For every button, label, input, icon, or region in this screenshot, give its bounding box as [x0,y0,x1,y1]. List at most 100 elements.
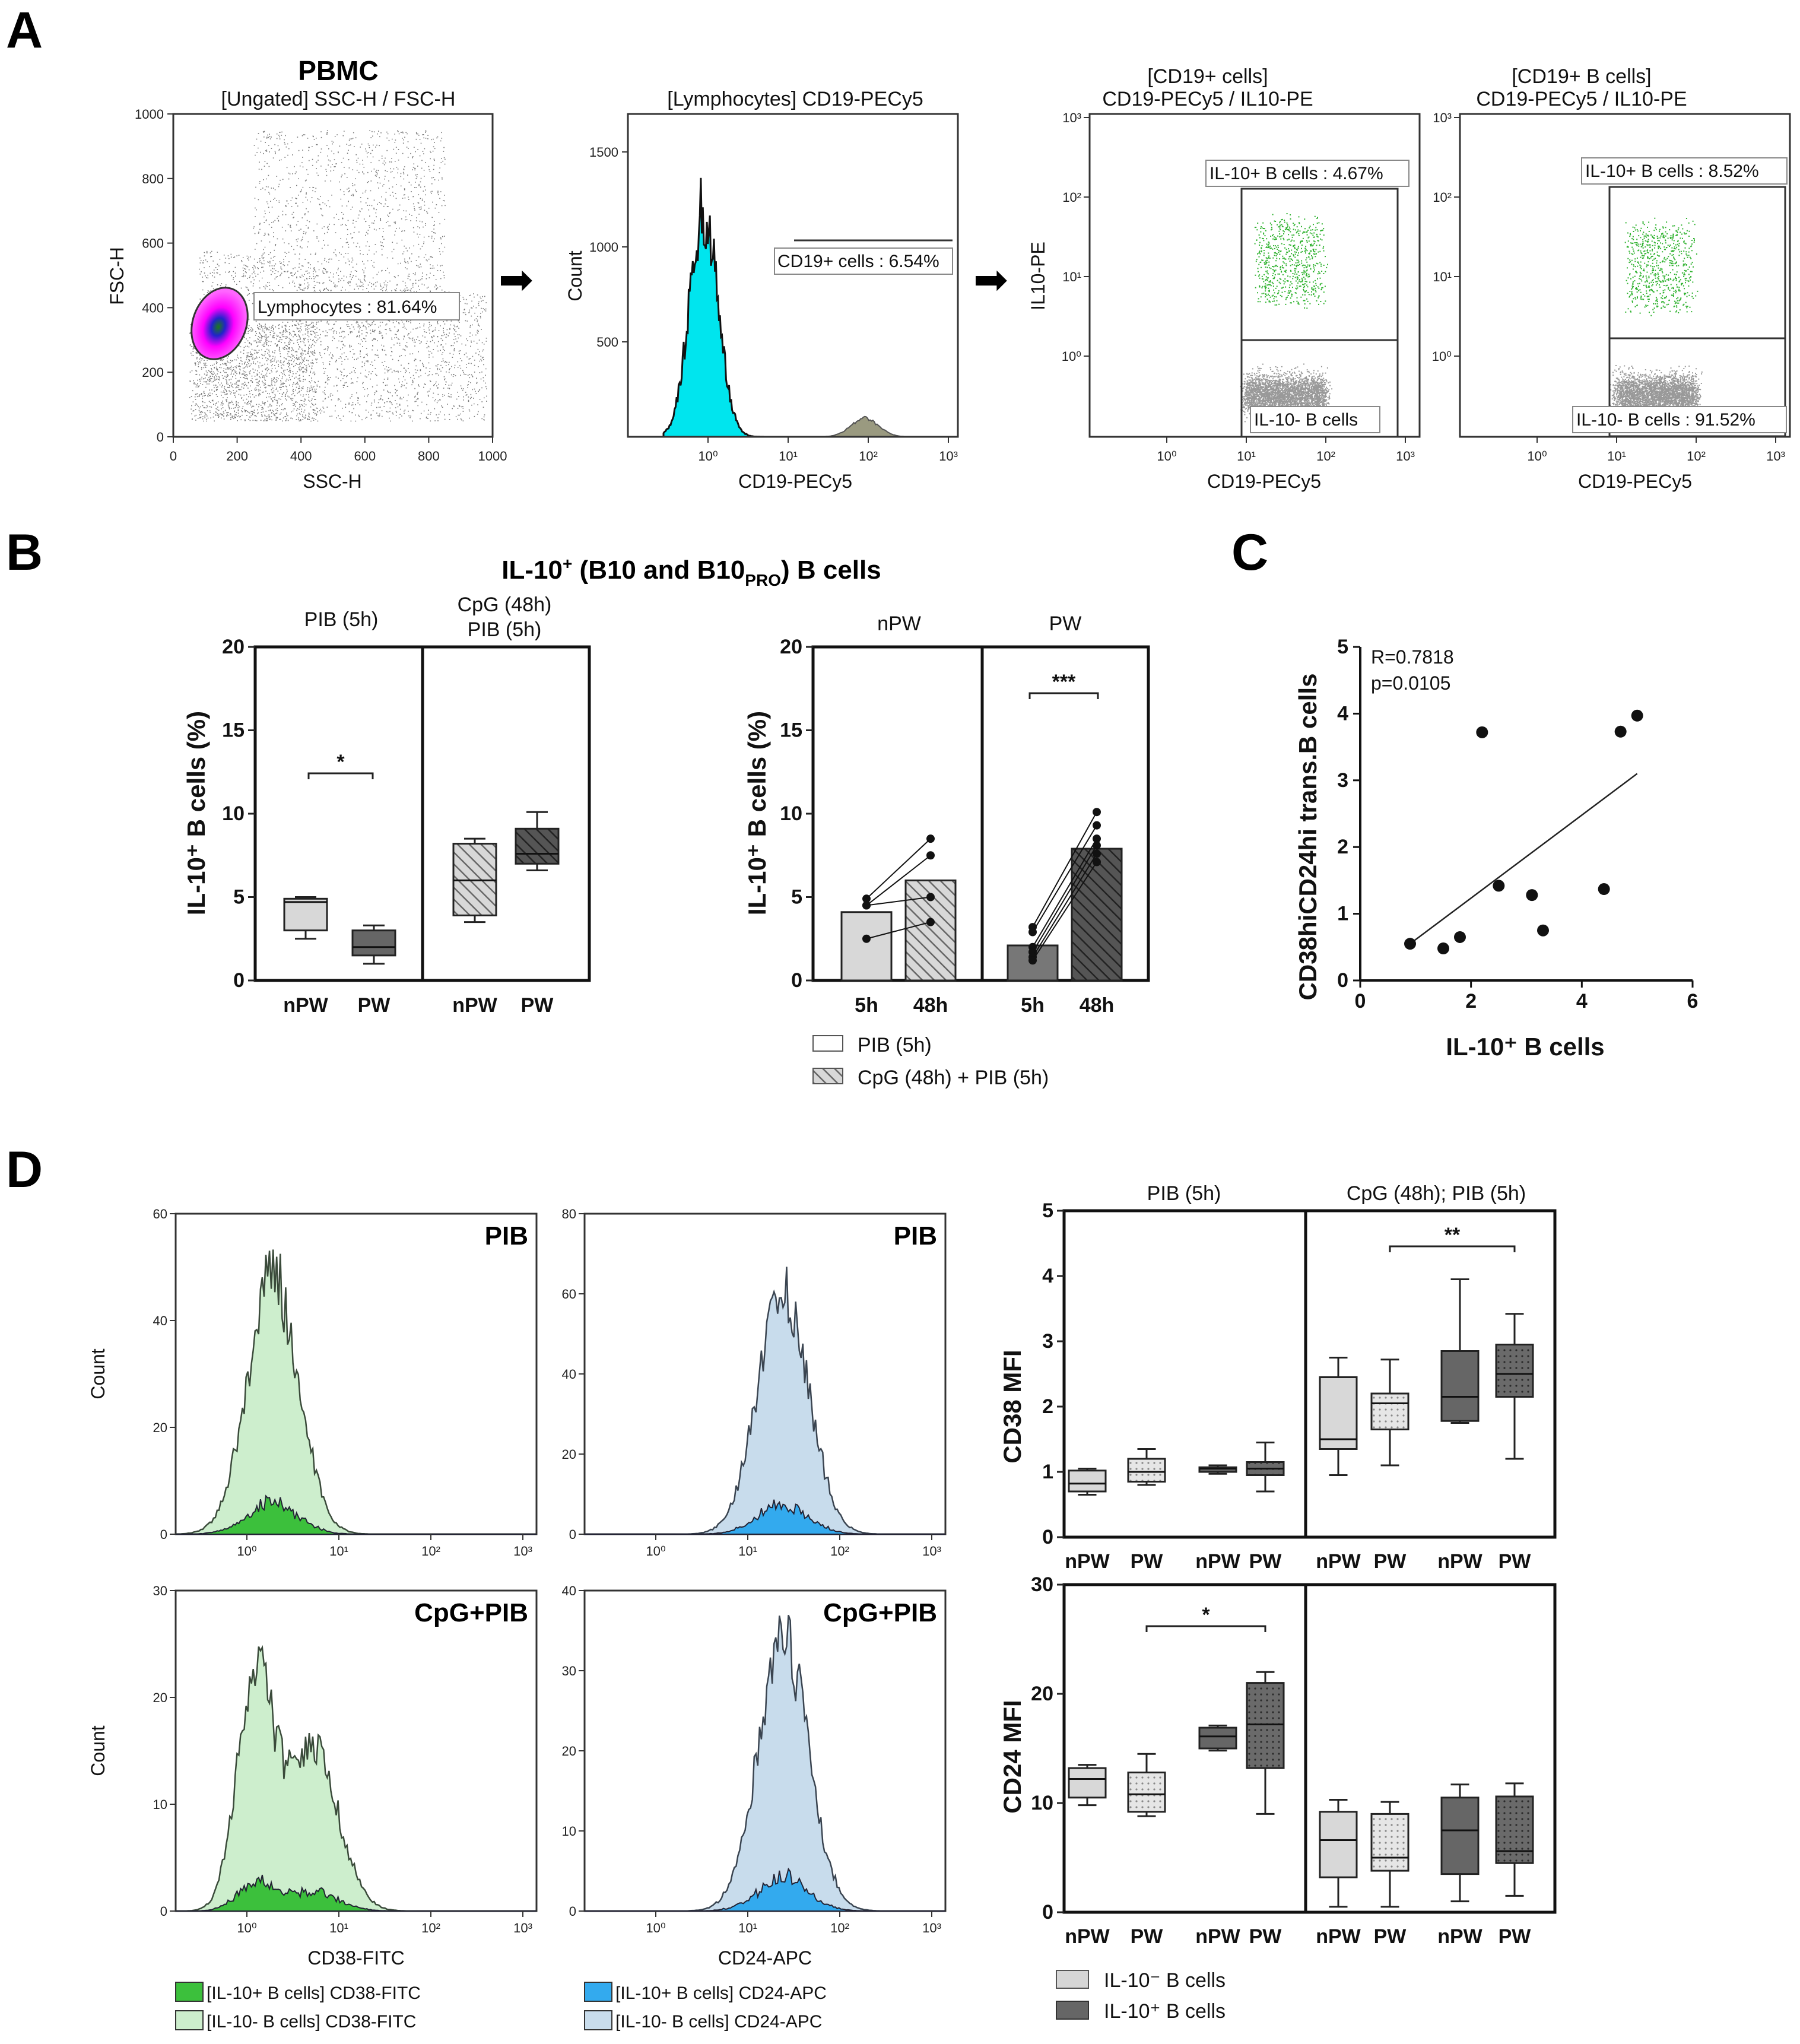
lymphocyte-gate [191,287,249,360]
b-legend-label-2: CpG (48h) + PIB (5h) [858,1067,1049,1089]
d-cd38-xcat: nPW [1316,1550,1361,1573]
c-point [1454,931,1466,943]
b-left-xcat: nPW [452,994,497,1017]
d-hist-ytick-label: 30 [562,1664,576,1678]
pbmc-scatter-plot: PBMC [Ungated] SSC-H / FSC-H Lymphocytes… [106,55,507,492]
d-hist-xtick-label: 10¹ [329,1921,348,1935]
c-point [1614,725,1627,738]
il10-ytick-label: 10² [1433,190,1452,205]
b-legend-swatch-2 [812,1068,843,1084]
d-hist-ytick-label: 40 [562,1583,576,1598]
d-cd38-xcat: PW [1131,1550,1164,1573]
c-point [1631,709,1643,722]
c-point [1493,880,1505,892]
d-cd38-xcat: nPW [1195,1550,1240,1573]
d-cd24-ylabel: CD24 MFI [998,1700,1026,1813]
il10-2-xlabel: CD19-PECy5 [1578,471,1692,492]
d-hist-xlabel: CD24-APC [718,1947,812,1969]
d-cd24-box-box [1370,1813,1409,1872]
d-hist-br: 0 10 20 30 40 10⁰ 10¹ 10² 10³ CpG+PIB CD24-APC [562,1583,947,1969]
pbmc-ylabel: FSC-H [106,247,128,305]
d-legend-cd38-neg-label: [IL-10- B cells] CD38-FITC [207,2012,416,2032]
c-point [1404,938,1416,950]
d-cd38-ytick-label: 2 [1042,1395,1053,1418]
pbmc-ytick-label: 400 [142,300,164,315]
c-point [1437,942,1449,955]
d-hist-tag: CpG+PIB [823,1598,937,1627]
il10-xtick-label: 10¹ [1237,449,1256,464]
il10-1-ticks: 10⁰ 10⁰ 10¹ 10¹ 10² 10² 10³ 10³ [1062,110,1415,464]
b-right-xcat: 5h [855,994,878,1017]
b-right-point [1028,928,1037,937]
d-hist-ytick-label: 20 [562,1744,576,1759]
d-hist-ytick-label: 20 [153,1420,167,1435]
pbmc-title: PBMC [298,55,378,86]
d-hist-xtick-label: 10⁰ [646,1544,665,1559]
d-cd38-xcat: nPW [1065,1550,1110,1573]
pbmc-ytick-label: 200 [142,365,164,380]
panel-label-b: B [6,524,43,581]
cd19-histogram-curve [662,177,766,438]
d-cd38-frame [1062,1209,1557,1539]
d-cd24-box-box [1246,1682,1285,1769]
b-right-point [926,834,935,843]
d-hist-ytick-label: 20 [153,1690,167,1705]
c-xtick-label: 4 [1576,990,1588,1013]
d-hist-xtick-label: 10³ [513,1544,532,1559]
il10-dotplot-1: [CD19+ cells] CD19-PECy5 / IL10-PE IL-10… [1027,65,1421,492]
d-cd24-xcat: PW [1499,1925,1532,1948]
d-hist-ytick-label: 10 [562,1824,576,1839]
d-hist-ylabel: Count [87,1348,109,1399]
cd19-gate-label: CD19+ cells : 6.54% [777,252,939,271]
pbmc-xtick-label: 600 [354,449,376,464]
d-cd38-ytick-label: 4 [1042,1265,1053,1287]
cd19-gate-box [774,247,953,275]
b-left-xcat: PW [521,994,554,1017]
cd19-positive-curve [823,415,906,437]
cd19-frame [627,113,959,438]
d-cd24-xcat: PW [1131,1925,1164,1948]
arrow-2: ➡ [973,256,1008,303]
b-right-pair-line [866,921,931,940]
il10-2-neg-box [1572,406,1787,433]
d-legend-cd24-pos-label: [IL-10+ B cells] CD24-APC [615,1983,827,2003]
pbmc-subtitle: [Ungated] SSC-H / FSC-H [221,88,456,110]
d-hist-tl: 0 20 40 60 10⁰ 10¹ 10² 10³ PIB Count [87,1207,538,1559]
pbmc-frame [172,113,494,438]
b-right-point [926,893,935,902]
d-box-col1: PIB (5h) [1147,1182,1221,1205]
cd19-xtick-label: 10² [859,449,878,464]
c-xtick-label: 0 [1355,990,1366,1013]
c-ytick-label: 1 [1337,903,1348,925]
b-left-col2a: CpG (48h) [458,593,552,616]
b-right-point [1093,821,1101,830]
d-hist-ytick-label: 40 [562,1367,576,1382]
b-left-ytick-label: 15 [222,719,245,742]
il10-xtick-label: 10² [1687,449,1706,464]
d-cd38-xcat: PW [1249,1550,1282,1573]
b-left-col2b: PIB (5h) [468,618,542,641]
d-cd24-sig-label: * [1202,1604,1210,1626]
b-left-ytick-label: 10 [222,802,245,825]
d-hist-tag: CpG+PIB [414,1598,528,1627]
d-hist-xtick-label: 10³ [513,1921,532,1935]
d-cd24-box-box [1127,1771,1166,1813]
b-right-ytick-label: 10 [780,802,802,825]
cd19-xtick-label: 10⁰ [698,449,718,464]
d-cd24-ytick-label: 10 [1031,1792,1053,1814]
d-hist-xtick-label: 10² [830,1921,849,1935]
il10-xtick-label: 10³ [1766,449,1785,464]
d-cd38-box-box [1440,1350,1480,1422]
c-r-text: R=0.7818 [1371,646,1454,668]
il10-1-title-1: [CD19+ cells] [1147,65,1268,88]
cd19-ytick-label: 1000 [589,240,618,255]
pbmc-dot-cloud [189,130,487,422]
il10-2-dots [1609,217,1703,429]
c-xlabel: IL-10⁺ B cells [1446,1033,1604,1061]
il10-positive-cells [1254,213,1328,309]
d-hist-ytick-label: 20 [562,1447,576,1462]
il10-2-neg-label: IL-10- B cells : 91.52% [1576,410,1755,430]
il10-xtick-label: 10² [1316,449,1335,464]
pbmc-xtick-label: 200 [226,449,248,464]
